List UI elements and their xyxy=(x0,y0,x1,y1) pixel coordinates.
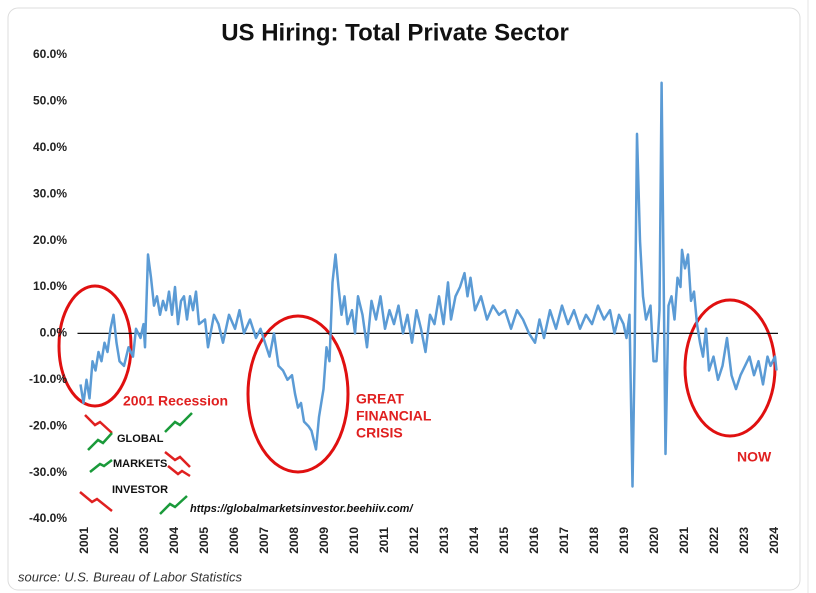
y-tick-label: -10.0% xyxy=(29,372,67,386)
series-line xyxy=(79,81,778,488)
x-tick-label: 2011 xyxy=(377,527,391,553)
y-tick-label: -20.0% xyxy=(29,418,67,432)
watermark: GLOBAL xyxy=(117,433,164,445)
card xyxy=(7,7,801,591)
annotation: CRISIS xyxy=(356,425,403,441)
x-tick-label: 2018 xyxy=(587,527,601,554)
x-tick-label: 2016 xyxy=(527,527,541,554)
y-tick-label: 10.0% xyxy=(33,279,67,293)
y-tick-label: -30.0% xyxy=(29,465,67,479)
x-tick-label: 2006 xyxy=(227,527,241,554)
y-tick-label: 60.0% xyxy=(33,47,67,61)
circle-gfc xyxy=(246,314,350,474)
y-tick-label: 30.0% xyxy=(33,186,67,200)
x-tick-label: 2012 xyxy=(407,527,421,554)
y-tick-label: -40.0% xyxy=(29,511,67,525)
x-tick-label: 2019 xyxy=(617,527,631,554)
x-tick-label: 2008 xyxy=(287,527,301,554)
x-tick-label: 2023 xyxy=(737,527,751,554)
source: source: U.S. Bureau of Labor Statistics xyxy=(18,569,242,584)
x-tick-label: 2014 xyxy=(467,527,481,554)
x-tick-label: 2001 xyxy=(77,527,91,554)
x-tick-label: 2017 xyxy=(557,527,571,554)
watermark: INVESTOR xyxy=(112,484,168,496)
x-tick-label: 2022 xyxy=(707,527,721,554)
y-tick-label: 40.0% xyxy=(33,140,67,154)
y-tick-label: 50.0% xyxy=(33,94,67,108)
y-tick-label: 20.0% xyxy=(33,233,67,247)
x-tick-label: 2005 xyxy=(197,527,211,554)
x-tick-label: 2004 xyxy=(167,527,181,554)
chart-title: US Hiring: Total Private Sector xyxy=(221,19,569,46)
annotation: NOW xyxy=(737,449,772,465)
watermark-arrows xyxy=(79,412,193,515)
annotation: FINANCIAL xyxy=(356,408,432,424)
y-tick-label: 0.0% xyxy=(40,326,68,340)
url: https://globalmarketsinvestor.beehiiv.co… xyxy=(190,503,414,515)
x-tick-label: 2009 xyxy=(317,527,331,554)
x-tick-label: 2013 xyxy=(437,527,451,554)
annotation: 2001 Recession xyxy=(123,393,228,409)
watermark: MARKETS xyxy=(113,458,167,470)
x-tick-label: 2015 xyxy=(497,527,511,554)
x-tick-label: 2020 xyxy=(647,527,661,554)
annotation: GREAT xyxy=(356,391,404,407)
x-tick-label: 2024 xyxy=(767,527,781,554)
x-tick-label: 2007 xyxy=(257,527,271,554)
x-tick-label: 2002 xyxy=(107,527,121,554)
x-tick-label: 2003 xyxy=(137,527,151,554)
x-tick-label: 2010 xyxy=(347,527,361,554)
x-tick-label: 2021 xyxy=(677,527,691,554)
circle-recession xyxy=(57,284,133,408)
